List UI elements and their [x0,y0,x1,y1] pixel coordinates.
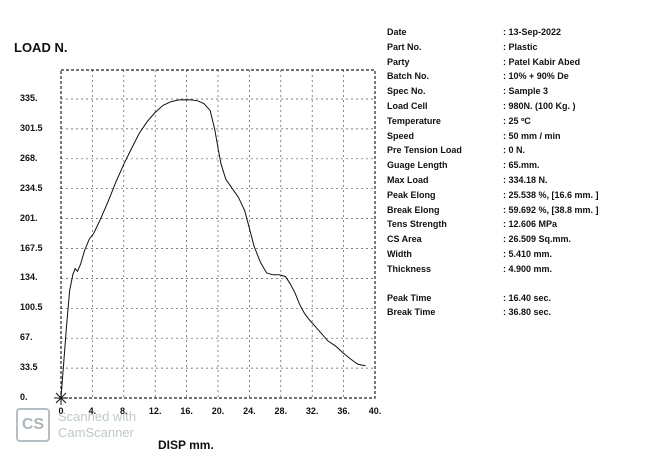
info-value: : 25 ºC [503,115,531,126]
info-label: Peak Elong [387,189,436,200]
y-axis-title: LOAD N. [14,40,68,55]
info-label: Break Elong [387,204,440,215]
info-value: : Patel Kabir Abed [503,56,581,67]
y-tick-label: 335. [20,93,38,103]
watermark-text: Scanned with CamScanner [58,409,136,441]
x-tick-label: 28. [274,406,288,416]
load-displacement-line [60,99,366,399]
info-value: : 0 N. [503,145,526,156]
info-value: : Sample 3 [503,86,549,97]
info-value: : 59.692 %, [38.8 mm. ] [503,204,599,215]
x-tick-label: 32. [305,406,319,416]
info-label: Temperature [387,115,441,126]
info-row: Party : Patel Kabir Abed [387,55,599,70]
info-value: : 13-Sep-2022 [503,27,562,37]
info-label: Party [387,56,410,67]
y-tick-label: 0. [20,392,28,402]
y-tick-label: 268. [20,152,38,163]
x-tick-label: 16. [180,406,193,416]
y-tick-label: 67. [20,332,33,343]
watermark-line1: Scanned with [58,409,137,424]
y-tick-label: 100.5 [20,302,43,313]
info-value: : 26.509 Sq.mm. [503,234,572,245]
info-row: Tens Strength : 12.606 MPa [387,217,599,232]
y-tick-label: 201. [20,212,38,223]
x-tick-label: 4. [88,406,97,416]
info-label: Part No. [387,41,422,52]
info-value: : 4.900 mm. [503,263,553,274]
x-tick-label: 24. [243,406,256,416]
info-label: Tens Strength [387,219,447,230]
info-value: : 10% + 90% De [503,71,569,82]
info-row: Pre Tension Load : 0 N. [387,143,599,158]
info-value: : 334.18 N. [503,174,548,185]
y-tick-label: 167.5 [20,242,43,253]
x-tick-label: 36. [337,406,350,416]
info-value: : 980N. (100 Kg. ) [503,100,576,111]
info-value: : 36.80 sec. [503,307,552,318]
info-row: Load Cell : 980N. (100 Kg. ) [387,99,599,114]
info-label: Break Time [387,307,436,318]
info-value: : 16.40 sec. [503,292,552,303]
info-row: Batch No. : 10% + 90% De [387,69,599,84]
info-label: Peak Time [387,292,432,303]
info-label: Guage Length [387,160,448,171]
info-label: Spec No. [387,86,426,97]
info-value: : 25.538 %, [16.6 mm. ] [503,189,599,200]
y-tick-label: 33.5 [20,362,38,373]
info-row: CS Area : 26.509 Sq.mm. [387,232,599,247]
info-row: Date : 13-Sep-2022 [387,25,599,40]
camscanner-watermark: CS Scanned with CamScanner [16,408,136,442]
watermark-line2: CamScanner [58,425,134,440]
x-tick-label: 0 [58,406,64,416]
info-value: : 5.410 mm. [503,248,553,259]
info-row: Temperature : 25 ºC [387,114,599,129]
info-row: Max Load : 334.18 N. [387,173,599,188]
info-label: Date [387,27,407,37]
info-value: : 12.606 MPa [503,219,558,230]
info-label: Width [387,248,412,259]
x-tick-label: 40. [368,406,382,416]
info-row: Spec No. : Sample 3 [387,84,599,99]
info-label: Pre Tension Load [387,145,462,156]
info-row: Peak Elong : 25.538 %, [16.6 mm. ] [387,188,599,203]
x-tick-label: 8. [120,406,128,416]
info-row: Part No. : Plastic [387,40,599,55]
info-row: Break Time : 36.80 sec. [387,305,599,320]
camscanner-logo-icon: CS [16,408,50,442]
info-row: Speed : 50 mm / min [387,129,599,144]
y-tick-label: 301.5 [20,122,43,133]
info-label: Batch No. [387,71,430,82]
info-label: Load Cell [387,100,428,111]
info-row: Break Elong : 59.692 %, [38.8 mm. ] [387,203,599,218]
info-row: Thickness : 4.900 mm. [387,262,599,277]
plot-frame [60,69,376,399]
y-tick-label: 234.5 [20,182,43,193]
info-label: Speed [387,130,415,141]
x-tick-label: 20. [211,406,225,416]
info-value: : 50 mm / min [503,130,561,141]
info-row: Peak Time : 16.40 sec. [387,291,599,306]
info-label: Thickness [387,263,432,274]
info-value: : 65.mm. [503,160,540,171]
info-row: Guage Length : 65.mm. [387,158,599,173]
info-value: : Plastic [503,41,538,52]
x-axis-title: DISP mm. [158,438,214,452]
y-tick-label: 134. [20,272,38,283]
info-label: Max Load [387,174,429,185]
info-label: CS Area [387,234,422,245]
x-tick-label: 12. [148,406,162,416]
test-info-panel: Date : 13-Sep-2022 Part No. : Plastic Party:… [387,25,599,320]
info-row: Width : 5.410 mm. [387,247,599,262]
